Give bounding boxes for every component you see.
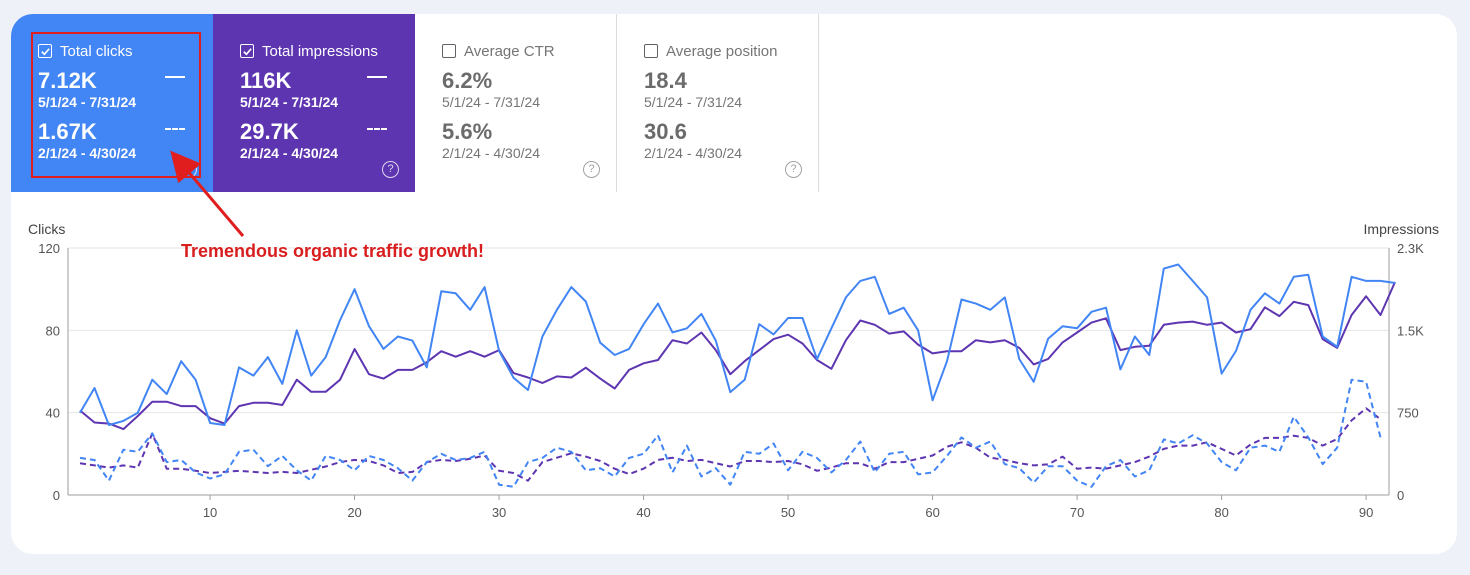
metric-current-range: 5/1/24 - 7/31/24 bbox=[442, 94, 541, 110]
performance-card: Total clicks 7.12K 5/1/24 - 7/31/24 1.67… bbox=[11, 14, 1457, 554]
series-line-total-impressions-solid bbox=[79, 281, 1396, 431]
checkbox-checked-icon[interactable] bbox=[38, 44, 52, 58]
metric-label: Total impressions bbox=[262, 42, 378, 60]
left-tick-label: 120 bbox=[38, 241, 60, 256]
series-line-total-clicks-solid bbox=[79, 263, 1396, 426]
metric-current-range: 5/1/24 - 7/31/24 bbox=[38, 94, 137, 110]
right-tick-label: 0 bbox=[1397, 488, 1404, 503]
x-tick-label: 30 bbox=[492, 505, 506, 520]
metric-previous-value: 30.6 bbox=[644, 119, 687, 144]
x-tick-label: 90 bbox=[1359, 505, 1373, 520]
metric-previous-value: 1.67K bbox=[38, 119, 97, 144]
metric-current-value: 18.4 bbox=[644, 68, 687, 93]
metric-current-range: 5/1/24 - 7/31/24 bbox=[240, 94, 339, 110]
metric-current-value: 116K bbox=[240, 68, 292, 93]
metric-current-value: 7.12K bbox=[38, 68, 97, 93]
metric-total-impressions[interactable]: Total impressions 116K 5/1/24 - 7/31/24 … bbox=[213, 14, 415, 192]
metric-previous-value: 5.6% bbox=[442, 119, 493, 144]
annotation-text: Tremendous organic traffic growth! bbox=[181, 241, 485, 261]
x-tick-label: 60 bbox=[925, 505, 939, 520]
left-axis-title: Clicks bbox=[28, 221, 66, 237]
metric-label: Total clicks bbox=[60, 42, 133, 60]
help-icon[interactable]: ? bbox=[382, 161, 399, 178]
performance-chart: 0 0 40 750 80 1.5K 120 2.3K 10 20 30 40 50 60 70 80 90 bbox=[38, 150, 1424, 520]
solid-line-legend-icon bbox=[165, 76, 185, 78]
metric-current-range: 5/1/24 - 7/31/24 bbox=[644, 94, 743, 110]
metric-average-ctr[interactable]: Average CTR 6.2% 5/1/24 - 7/31/24 5.6% 2… bbox=[415, 14, 617, 192]
dashed-line-legend-icon bbox=[367, 128, 387, 130]
metric-tabs: Total clicks 7.12K 5/1/24 - 7/31/24 1.67… bbox=[11, 14, 819, 192]
checkbox-checked-icon[interactable] bbox=[240, 44, 254, 58]
metric-current-value: 6.2% bbox=[442, 68, 493, 93]
x-tick-label: 80 bbox=[1214, 505, 1228, 520]
checkbox-unchecked-icon[interactable] bbox=[644, 44, 658, 58]
left-tick-label: 0 bbox=[53, 488, 60, 503]
checkbox-unchecked-icon[interactable] bbox=[442, 44, 456, 58]
metric-previous-range: 2/1/24 - 4/30/24 bbox=[240, 145, 339, 161]
dashed-line-legend-icon bbox=[165, 128, 185, 130]
x-tick-label: 10 bbox=[203, 505, 217, 520]
left-tick-label: 40 bbox=[46, 406, 60, 421]
annotation-highlight-box bbox=[31, 32, 201, 178]
metric-average-position[interactable]: Average position 18.4 5/1/24 - 7/31/24 3… bbox=[617, 14, 819, 192]
annotation-arrow bbox=[170, 150, 245, 237]
x-tick-label: 20 bbox=[347, 505, 361, 520]
metric-previous-range: 2/1/24 - 4/30/24 bbox=[644, 145, 743, 161]
help-icon[interactable]: ? bbox=[785, 161, 802, 178]
right-tick-label: 2.3K bbox=[1397, 241, 1424, 256]
metric-previous-range: 2/1/24 - 4/30/24 bbox=[38, 145, 137, 161]
metric-previous-range: 2/1/24 - 4/30/24 bbox=[442, 145, 541, 161]
help-icon[interactable]: ? bbox=[583, 161, 600, 178]
x-tick-label: 40 bbox=[636, 505, 650, 520]
right-axis-title: Impressions bbox=[1363, 221, 1439, 237]
metric-label: Average position bbox=[666, 42, 778, 60]
metric-label: Average CTR bbox=[464, 42, 555, 60]
x-tick-label: 50 bbox=[781, 505, 795, 520]
right-tick-label: 750 bbox=[1397, 406, 1419, 421]
metric-previous-value: 29.7K bbox=[240, 119, 299, 144]
left-tick-label: 80 bbox=[46, 323, 60, 338]
x-tick-label: 70 bbox=[1070, 505, 1084, 520]
series-line-total-clicks-dashed bbox=[79, 378, 1382, 488]
metric-total-clicks[interactable]: Total clicks 7.12K 5/1/24 - 7/31/24 1.67… bbox=[11, 14, 213, 192]
right-tick-label: 1.5K bbox=[1397, 323, 1424, 338]
series-line-total-impressions-dashed bbox=[79, 407, 1382, 482]
solid-line-legend-icon bbox=[367, 76, 387, 78]
